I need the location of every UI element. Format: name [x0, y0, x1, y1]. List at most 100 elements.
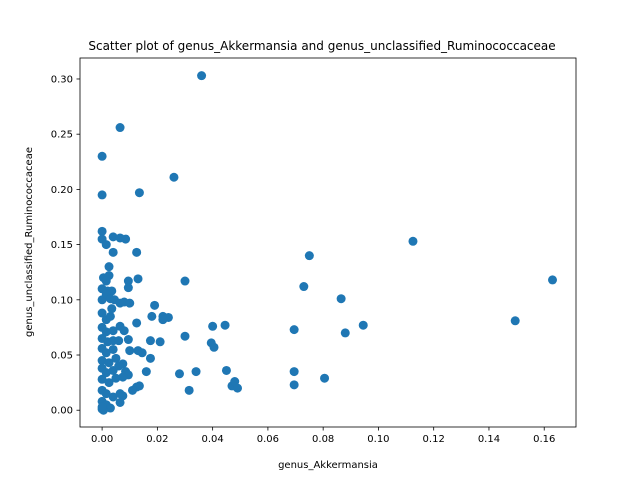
scatter-point	[97, 374, 107, 384]
x-tick-label: 0.04	[202, 434, 224, 445]
scatter-point	[97, 402, 107, 412]
scatter-point	[114, 361, 124, 371]
scatter-point	[141, 367, 151, 377]
x-tick-label: 0.06	[257, 434, 279, 445]
scatter-point	[180, 331, 190, 341]
scatter-point	[320, 373, 330, 383]
scatter-point	[133, 274, 143, 284]
scatter-point	[101, 368, 111, 378]
scatter-point	[101, 276, 111, 286]
scatter-point	[97, 356, 107, 366]
scatter-point	[97, 226, 107, 236]
scatter-point	[145, 353, 155, 363]
scatter-point	[101, 240, 111, 250]
data-points	[97, 71, 558, 415]
scatter-point	[548, 275, 558, 285]
scatter-point	[104, 262, 114, 272]
scatter-point	[108, 247, 118, 257]
scatter-point	[221, 365, 231, 375]
scatter-point	[123, 276, 133, 286]
scatter-point	[132, 318, 142, 328]
scatter-point	[137, 348, 147, 358]
scatter-point	[197, 71, 207, 81]
scatter-point	[114, 336, 124, 346]
scatter-point	[105, 403, 115, 413]
scatter-point	[340, 328, 350, 338]
scatter-point	[233, 383, 242, 393]
scatter-point	[289, 380, 299, 390]
scatter-point	[208, 321, 218, 331]
scatter-point	[184, 385, 194, 395]
scatter-point	[101, 327, 111, 337]
scatter-point	[209, 342, 219, 352]
scatter-point	[220, 320, 230, 330]
x-tick-label: 0.10	[367, 434, 389, 445]
scatter-point	[134, 188, 144, 198]
scatter-point	[115, 397, 125, 407]
scatter-point	[104, 378, 114, 388]
scatter-point	[101, 348, 111, 358]
scatter-point	[169, 172, 179, 182]
scatter-point	[118, 372, 128, 382]
scatter-point	[358, 320, 368, 330]
y-tick-label: 0.20	[51, 185, 73, 196]
scatter-point	[134, 381, 144, 391]
scatter-point	[147, 311, 157, 321]
scatter-point	[101, 389, 111, 399]
scatter-point	[336, 294, 346, 304]
scatter-point	[155, 337, 165, 347]
scatter-point	[125, 346, 135, 356]
scatter-point	[104, 358, 114, 368]
scatter-point	[108, 326, 118, 336]
x-axis-ticks: 0.00 0.02 0.04 0.06 0.08 0.10 0.12 0.14 0.16	[91, 427, 555, 445]
x-axis-label: genus_Akkermansia	[278, 460, 378, 471]
scatter-point	[97, 151, 107, 161]
scatter-point	[97, 190, 107, 200]
scatter-point	[123, 283, 133, 293]
scatter-point	[108, 232, 118, 242]
scatter-point	[123, 335, 133, 345]
scatter-point	[191, 367, 201, 377]
chart-title: Scatter plot of genus_Akkermansia and ge…	[88, 39, 555, 53]
x-tick-label: 0.12	[423, 434, 445, 445]
y-tick-label: 0.00	[51, 406, 73, 417]
scatter-point	[132, 247, 142, 257]
scatter-point	[289, 367, 299, 377]
scatter-point	[111, 373, 121, 383]
scatter-point	[107, 304, 117, 314]
scatter-point	[174, 369, 184, 379]
scatter-point	[108, 392, 118, 402]
scatter-point	[105, 311, 115, 321]
scatter-point	[121, 234, 131, 244]
y-axis-ticks: 0.00 0.05 0.10 0.15 0.20 0.25 0.30	[51, 74, 80, 417]
y-tick-label: 0.05	[51, 351, 73, 362]
scatter-point	[119, 326, 129, 336]
x-tick-label: 0.00	[91, 434, 113, 445]
scatter-point	[408, 236, 418, 246]
scatter-point	[299, 282, 309, 292]
scatter-point	[128, 385, 137, 395]
y-tick-label: 0.30	[51, 74, 73, 85]
scatter-point	[111, 353, 121, 363]
scatter-point	[150, 300, 160, 310]
x-tick-label: 0.14	[478, 434, 500, 445]
y-tick-label: 0.10	[51, 295, 73, 306]
scatter-point	[115, 123, 125, 133]
scatter-point	[145, 336, 155, 346]
scatter-point	[158, 315, 168, 325]
x-tick-label: 0.08	[312, 434, 334, 445]
x-tick-label: 0.02	[146, 434, 168, 445]
y-tick-label: 0.25	[51, 130, 73, 141]
scatter-point	[97, 308, 107, 318]
scatter-point	[510, 316, 520, 326]
scatter-point	[289, 325, 299, 335]
scatter-point	[304, 251, 314, 261]
scatter-point	[125, 298, 135, 308]
scatter-point	[180, 276, 190, 286]
y-tick-label: 0.15	[51, 240, 73, 251]
x-tick-label: 0.16	[533, 434, 555, 445]
scatter-point	[108, 344, 118, 354]
y-axis-label: genus_unclassified_Ruminococcaceae	[24, 147, 35, 337]
plot-frame	[79, 57, 577, 428]
